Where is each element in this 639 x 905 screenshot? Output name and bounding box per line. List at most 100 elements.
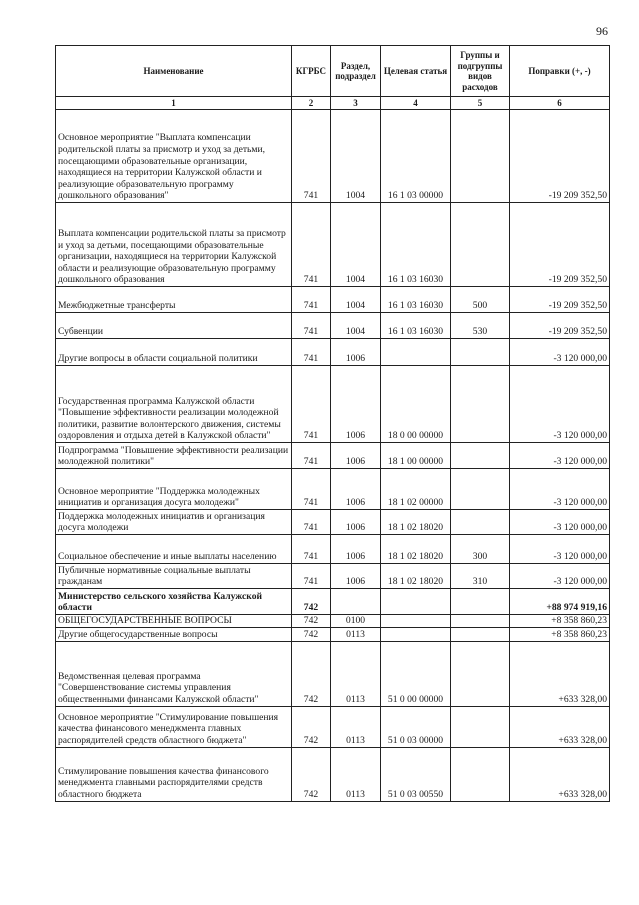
- table-row: Выплата компенсации родительской платы з…: [55, 202, 610, 287]
- table-row: Другие общегосударственные вопросы 742 011…: [55, 626, 610, 642]
- row-razdel: 1004: [330, 286, 381, 313]
- row-kgrbs: 741: [291, 468, 331, 510]
- row-statya: 18 1 02 18020: [380, 509, 451, 535]
- table-row: Ведомственная целевая программа "Соверше…: [55, 640, 610, 707]
- row-name: Социальное обеспечение и иные выплаты на…: [55, 534, 292, 564]
- row-razdel: 1004: [330, 109, 381, 203]
- table-row: Другие вопросы в области социальной поли…: [55, 338, 610, 366]
- row-amount: -3 120 000,00: [509, 534, 610, 564]
- row-vid: [450, 614, 510, 628]
- row-vid: [450, 468, 510, 510]
- row-amount: -19 209 352,50: [509, 312, 610, 339]
- row-name: Поддержка молодежных инициатив и организ…: [55, 509, 292, 535]
- row-name: Другие вопросы в области социальной поли…: [55, 338, 292, 366]
- table-row: Стимулирование повышения качества финанс…: [55, 746, 610, 802]
- row-amount: -19 209 352,50: [509, 109, 610, 203]
- row-vid: [450, 640, 510, 707]
- row-name: Стимулирование повышения качества финанс…: [55, 746, 292, 802]
- table-row: Государственная программа Калужской обла…: [55, 365, 610, 443]
- row-kgrbs: 742: [291, 626, 331, 642]
- row-amount: -3 120 000,00: [509, 365, 610, 443]
- header-amount: Поправки (+, -): [509, 45, 610, 97]
- row-name: Государственная программа Калужской обла…: [55, 365, 292, 443]
- row-name: Министерство сельского хозяйства Калужск…: [55, 588, 292, 615]
- row-amount: +8 358 860,23: [509, 614, 610, 628]
- row-statya: 16 1 03 00000: [380, 109, 451, 203]
- row-razdel: 0113: [330, 640, 381, 707]
- row-statya: [380, 338, 451, 366]
- row-razdel: 0113: [330, 705, 381, 748]
- table-row: Социальное обеспечение и иные выплаты на…: [55, 534, 610, 564]
- row-kgrbs: 741: [291, 442, 331, 469]
- row-razdel: 1006: [330, 509, 381, 535]
- column-number: 3: [330, 96, 381, 110]
- table-row: Субвенции 741 1004 16 1 03 16030 530 -19 209 …: [55, 312, 610, 339]
- row-statya: 16 1 03 16030: [380, 202, 451, 287]
- row-razdel: 1006: [330, 338, 381, 366]
- row-vid: [450, 338, 510, 366]
- row-vid: [450, 202, 510, 287]
- table-row: Поддержка молодежных инициатив и организ…: [55, 509, 610, 535]
- row-statya: 51 0 00 00000: [380, 640, 451, 707]
- row-vid: [450, 365, 510, 443]
- row-razdel: 0113: [330, 746, 381, 802]
- row-kgrbs: 742: [291, 746, 331, 802]
- row-kgrbs: 742: [291, 705, 331, 748]
- row-kgrbs: 741: [291, 312, 331, 339]
- header-name: Наименование: [55, 45, 292, 97]
- row-name: Ведомственная целевая программа "Соверше…: [55, 640, 292, 707]
- row-razdel: 1004: [330, 312, 381, 339]
- row-name: Выплата компенсации родительской платы з…: [55, 202, 292, 287]
- row-amount: -3 120 000,00: [509, 338, 610, 366]
- row-vid: [450, 588, 510, 615]
- row-name: Подпрограмма "Повышение эффективности ре…: [55, 442, 292, 469]
- row-amount: -3 120 000,00: [509, 563, 610, 589]
- row-amount: -19 209 352,50: [509, 202, 610, 287]
- column-number: 4: [380, 96, 451, 110]
- column-number: 2: [291, 96, 331, 110]
- row-name: Основное мероприятие "Выплата компенсаци…: [55, 109, 292, 203]
- row-vid: 530: [450, 312, 510, 339]
- table-row: Подпрограмма "Повышение эффективности ре…: [55, 442, 610, 469]
- row-razdel: 1006: [330, 534, 381, 564]
- row-statya: 18 1 02 18020: [380, 563, 451, 589]
- row-razdel: 0100: [330, 614, 381, 628]
- row-statya: 18 1 00 00000: [380, 442, 451, 469]
- header-razdel: Раздел, подраздел: [330, 45, 381, 97]
- row-kgrbs: 741: [291, 534, 331, 564]
- row-amount: +633 328,00: [509, 640, 610, 707]
- row-amount: +633 328,00: [509, 746, 610, 802]
- row-vid: 300: [450, 534, 510, 564]
- row-kgrbs: 741: [291, 286, 331, 313]
- row-amount: -19 209 352,50: [509, 286, 610, 313]
- row-vid: [450, 109, 510, 203]
- table-row: ОБЩЕГОСУДАРСТВЕННЫЕ ВОПРОСЫ 742 0100 +8 358…: [55, 614, 610, 628]
- row-kgrbs: 741: [291, 509, 331, 535]
- row-kgrbs: 741: [291, 202, 331, 287]
- column-number: 1: [55, 96, 292, 110]
- row-name: Другие общегосударственные вопросы: [55, 626, 292, 642]
- row-amount: +633 328,00: [509, 705, 610, 748]
- row-razdel: 1006: [330, 365, 381, 443]
- table-row: Основное мероприятие "Поддержка молодежн…: [55, 468, 610, 510]
- row-razdel: 0113: [330, 626, 381, 642]
- row-statya: [380, 626, 451, 642]
- row-razdel: 1006: [330, 468, 381, 510]
- row-statya: 16 1 03 16030: [380, 312, 451, 339]
- row-name: Основное мероприятие "Поддержка молодежн…: [55, 468, 292, 510]
- row-statya: 51 0 03 00550: [380, 746, 451, 802]
- row-statya: 18 1 02 18020: [380, 534, 451, 564]
- column-number-row: 1 2 3 4 5 6: [55, 96, 610, 110]
- table-row: Публичные нормативные социальные выплаты…: [55, 563, 610, 589]
- row-vid: [450, 746, 510, 802]
- row-amount: -3 120 000,00: [509, 442, 610, 469]
- row-kgrbs: 741: [291, 338, 331, 366]
- row-statya: 51 0 03 00000: [380, 705, 451, 748]
- header-row: Наименование КГРБС Раздел, подраздел Цел…: [55, 45, 610, 97]
- row-amount: +88 974 919,16: [509, 588, 610, 615]
- column-number: 6: [509, 96, 610, 110]
- row-kgrbs: 742: [291, 588, 331, 615]
- row-razdel: [330, 588, 381, 615]
- header-vid: Группы и подгруппы видов расходов: [450, 45, 510, 97]
- column-number: 5: [450, 96, 510, 110]
